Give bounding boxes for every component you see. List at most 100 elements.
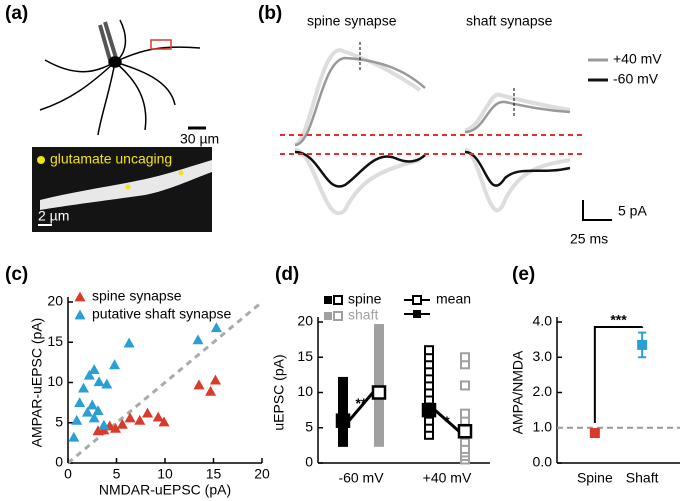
mean bbox=[637, 339, 648, 350]
legend-marker bbox=[74, 291, 86, 302]
point bbox=[68, 431, 80, 442]
x-tick-label: 10 bbox=[157, 466, 173, 482]
point bbox=[101, 378, 113, 389]
legend-marker bbox=[333, 295, 343, 305]
point bbox=[81, 406, 93, 417]
point bbox=[460, 380, 470, 391]
neuron-drawing bbox=[39, 19, 206, 136]
point bbox=[109, 359, 121, 370]
x-axis-label: NMDAR-uEPSC (pA) bbox=[99, 482, 231, 498]
mean bbox=[589, 428, 600, 439]
x-tick-label: 5 bbox=[113, 466, 121, 482]
scale-label: 25 ms bbox=[570, 231, 608, 247]
x-tick-label: -60 mV bbox=[338, 470, 384, 486]
mean-link bbox=[434, 408, 460, 433]
x-tick-label: 0 bbox=[64, 466, 72, 482]
point bbox=[460, 408, 470, 419]
y-axis-label: AMPA/NMDA bbox=[510, 350, 526, 434]
significance-bracket bbox=[593, 326, 644, 424]
legend-label: mean bbox=[436, 291, 471, 307]
point bbox=[74, 397, 86, 408]
point bbox=[338, 376, 348, 387]
y-tick-label: 10 bbox=[297, 383, 313, 399]
x-tick-label: Spine bbox=[577, 470, 613, 486]
legend-marker bbox=[324, 296, 332, 304]
y-tick-label: 4.0 bbox=[533, 313, 553, 329]
point bbox=[460, 352, 470, 363]
mean bbox=[335, 413, 351, 428]
point bbox=[209, 374, 221, 385]
significance: ** bbox=[356, 395, 367, 411]
y-tick-label: 20 bbox=[297, 313, 313, 329]
y-tick-label: 3.0 bbox=[533, 348, 553, 364]
point bbox=[123, 337, 135, 348]
y-tick-label: 0 bbox=[55, 454, 63, 470]
panel-label: (b) bbox=[258, 3, 282, 24]
y-tick-label: 10 bbox=[47, 373, 63, 389]
legend-marker bbox=[413, 310, 421, 318]
panel-label: (a) bbox=[5, 3, 28, 24]
y-tick-label: 0 bbox=[305, 454, 313, 470]
point bbox=[116, 418, 128, 429]
point bbox=[134, 414, 146, 425]
uncaging-dot bbox=[125, 184, 131, 190]
y-tick-label: 2.0 bbox=[533, 383, 553, 399]
point bbox=[98, 419, 110, 430]
scale-label: 5 pA bbox=[618, 203, 647, 219]
uncaging-dot bbox=[37, 156, 45, 164]
point bbox=[93, 376, 105, 387]
point bbox=[86, 399, 98, 410]
legend-label: spine bbox=[348, 291, 382, 307]
y-tick-label: 5 bbox=[305, 418, 313, 434]
legend-marker bbox=[74, 309, 86, 320]
traces bbox=[294, 56, 571, 188]
point bbox=[124, 412, 136, 423]
point bbox=[83, 369, 95, 380]
y-axis-label: AMPAR-uEPSC (pA) bbox=[29, 318, 45, 448]
legend-label: +40 mV bbox=[613, 51, 662, 67]
y-tick-label: 15 bbox=[297, 348, 313, 364]
mean bbox=[371, 385, 387, 400]
point bbox=[142, 407, 154, 418]
scale-bar bbox=[582, 200, 612, 221]
x-tick-label: 15 bbox=[206, 466, 222, 482]
legend-marker bbox=[324, 312, 332, 320]
legend-marker bbox=[412, 295, 422, 305]
trace-title: spine synapse bbox=[307, 13, 397, 29]
point bbox=[78, 382, 90, 393]
point bbox=[92, 425, 104, 436]
significance: * bbox=[444, 413, 450, 429]
y-tick-label: 5 bbox=[55, 413, 63, 429]
x-tick-label: Shaft bbox=[626, 470, 659, 486]
point bbox=[205, 385, 217, 396]
panel-label: (c) bbox=[5, 264, 28, 285]
y-tick-label: 1.0 bbox=[533, 418, 553, 434]
significance: *** bbox=[610, 312, 627, 328]
point bbox=[210, 322, 222, 333]
y-tick-label: 20 bbox=[47, 293, 63, 309]
image-label: glutamate uncaging bbox=[50, 151, 172, 167]
x-tick-label: 20 bbox=[254, 466, 270, 482]
point bbox=[158, 416, 170, 427]
y-axis-label: uEPSC (pA) bbox=[271, 354, 287, 430]
panel-label: (e) bbox=[512, 264, 535, 285]
point bbox=[88, 412, 100, 423]
panel-label: (d) bbox=[275, 264, 299, 285]
mean bbox=[421, 402, 437, 418]
legend-label: spine synapse bbox=[92, 288, 182, 304]
identity-line bbox=[67, 300, 263, 465]
trace-title: shaft synapse bbox=[466, 13, 553, 29]
scale-label: 2 µm bbox=[38, 208, 69, 224]
y-tick-label: 15 bbox=[47, 333, 63, 349]
point bbox=[374, 324, 384, 335]
point bbox=[92, 405, 104, 416]
mean bbox=[457, 424, 473, 439]
point bbox=[152, 411, 164, 422]
legend-label: -60 mV bbox=[613, 71, 659, 87]
point bbox=[88, 364, 100, 375]
x-tick-label: +40 mV bbox=[423, 470, 472, 486]
point bbox=[192, 334, 204, 345]
y-tick-label: 0.0 bbox=[533, 454, 553, 470]
